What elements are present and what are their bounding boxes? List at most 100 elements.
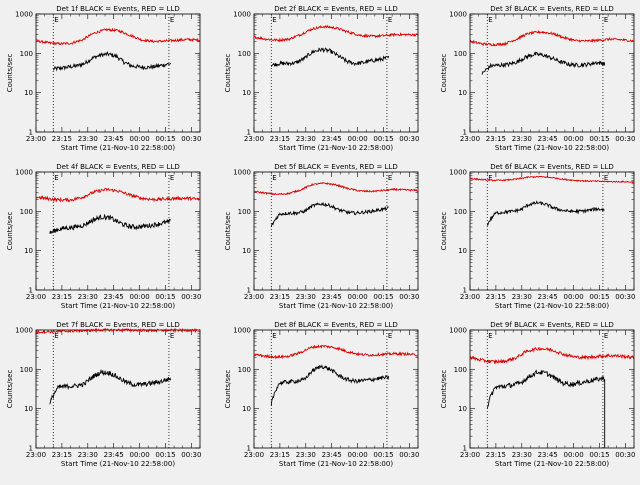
plot-frame (469, 171, 635, 291)
event-marker-label: E (54, 332, 58, 340)
x-tick-label: 23:45 (322, 293, 342, 301)
y-tick-label: 10 (24, 89, 33, 97)
y-axis-title: Counts/sec (6, 370, 14, 409)
events-series-line (270, 364, 390, 406)
y-tick-label: 100 (454, 50, 467, 58)
x-tick-label: 23:15 (486, 451, 506, 459)
y-tick-label: 1000 (233, 327, 251, 335)
x-tick-label: 23:15 (270, 293, 290, 301)
lld-series-line (469, 346, 635, 365)
event-marker-label: E (488, 332, 492, 340)
events-series-line (270, 47, 390, 68)
event-marker-label: E (170, 332, 174, 340)
event-marker-label: E (272, 332, 276, 340)
x-tick-label: 23:00 (460, 293, 480, 301)
x-tick-label: 23:00 (26, 451, 46, 459)
y-tick-label: 10 (242, 247, 251, 255)
y-tick-label: 1000 (449, 11, 467, 19)
y-tick-label: 1000 (15, 327, 33, 335)
x-tick-label: 00:00 (129, 451, 149, 459)
y-tick-label: 1 (247, 445, 251, 453)
panel-title: Det 9f BLACK = Events, RED = LLD (490, 321, 613, 329)
x-tick-label: 00:30 (615, 451, 635, 459)
event-marker-label: E (388, 174, 392, 182)
lld-series-line (35, 187, 201, 203)
x-tick-label: 00:00 (129, 135, 149, 143)
event-marker-label: E (54, 174, 58, 182)
x-tick-label: 00:15 (373, 293, 393, 301)
panel-title: Det 6f BLACK = Events, RED = LLD (490, 163, 613, 171)
x-tick-label: 23:45 (538, 451, 558, 459)
y-tick-label: 100 (20, 366, 33, 374)
y-tick-label: 10 (458, 247, 467, 255)
x-tick-label: 23:30 (78, 451, 98, 459)
event-marker-label: E (604, 16, 608, 24)
x-tick-label: 00:00 (563, 293, 583, 301)
y-axis-title: Counts/sec (440, 212, 448, 251)
x-tick-label: 23:00 (26, 135, 46, 143)
lld-series-line (35, 27, 200, 46)
x-tick-label: 23:45 (538, 293, 558, 301)
x-tick-label: 23:45 (322, 451, 342, 459)
detector-panel: Det 8f BLACK = Events, RED = LLD 1 10 100 10… (224, 321, 419, 468)
event-marker-label: E (170, 174, 174, 182)
x-tick-label: 23:15 (270, 135, 290, 143)
x-tick-label: 23:00 (460, 451, 480, 459)
event-marker-label: E (170, 16, 174, 24)
x-tick-label: 00:00 (347, 293, 367, 301)
y-axis-title: Counts/sec (440, 370, 448, 409)
y-tick-label: 100 (238, 50, 251, 58)
x-tick-label: 23:30 (78, 293, 98, 301)
lld-series-line (253, 344, 419, 360)
y-tick-label: 1 (29, 129, 33, 137)
x-tick-label: 23:15 (52, 293, 72, 301)
lld-series-line (253, 181, 419, 196)
y-axis-title: Counts/sec (6, 54, 14, 93)
lld-series-line (35, 327, 201, 334)
y-tick-label: 100 (20, 208, 33, 216)
panel-title: Det 1f BLACK = Events, RED = LLD (56, 5, 179, 13)
x-tick-label: 23:00 (244, 293, 264, 301)
x-tick-label: 23:45 (104, 293, 124, 301)
x-tick-label: 00:15 (589, 451, 609, 459)
plot-frame (253, 13, 419, 133)
panel-title: Det 5f BLACK = Events, RED = LLD (274, 163, 397, 171)
x-tick-label: 23:45 (104, 451, 124, 459)
event-marker-label: E (272, 174, 276, 182)
x-tick-label: 23:15 (486, 135, 506, 143)
x-tick-label: 00:30 (181, 135, 201, 143)
detector-panel: Det 2f BLACK = Events, RED = LLD 1 10 100 10… (224, 5, 419, 152)
x-tick-label: 23:45 (322, 135, 342, 143)
event-marker-label: E (604, 174, 608, 182)
x-tick-label: 00:00 (129, 293, 149, 301)
detector-panel: Det 6f BLACK = Events, RED = LLD 1 10 100 10… (440, 163, 635, 310)
y-axis-title: Counts/sec (224, 370, 232, 409)
x-tick-label: 23:30 (296, 135, 316, 143)
x-tick-label: 23:30 (78, 135, 98, 143)
event-marker-label: E (272, 16, 276, 24)
y-tick-label: 10 (458, 89, 467, 97)
events-series-line (481, 51, 606, 75)
detector-panel: Det 3f BLACK = Events, RED = LLD 1 10 100 10… (440, 5, 635, 152)
x-tick-label: 00:00 (563, 451, 583, 459)
lld-series-line (469, 175, 635, 184)
detector-panel: Det 9f BLACK = Events, RED = LLD 1 10 100 10… (440, 321, 635, 468)
x-tick-label: 00:00 (347, 451, 367, 459)
y-tick-label: 1000 (15, 11, 33, 19)
x-tick-label: 00:15 (373, 135, 393, 143)
x-axis-title: Start Time (21-Nov-10 22:58:00) (61, 460, 175, 468)
lld-series-line (253, 24, 419, 43)
events-series-line (52, 51, 172, 72)
y-tick-label: 1 (463, 445, 467, 453)
x-axis-title: Start Time (21-Nov-10 22:58:00) (61, 144, 175, 152)
plot-frame (253, 171, 419, 291)
x-axis-title: Start Time (21-Nov-10 22:58:00) (279, 460, 393, 468)
events-series-line (49, 368, 172, 405)
detector-panel: Det 1f BLACK = Events, RED = LLD 1 10 100 10… (6, 5, 201, 152)
x-tick-label: 23:00 (244, 135, 264, 143)
x-axis-title: Start Time (21-Nov-10 22:58:00) (279, 144, 393, 152)
plot-frame (469, 13, 635, 133)
plot-frame (35, 329, 201, 449)
y-axis-title: Counts/sec (6, 212, 14, 251)
